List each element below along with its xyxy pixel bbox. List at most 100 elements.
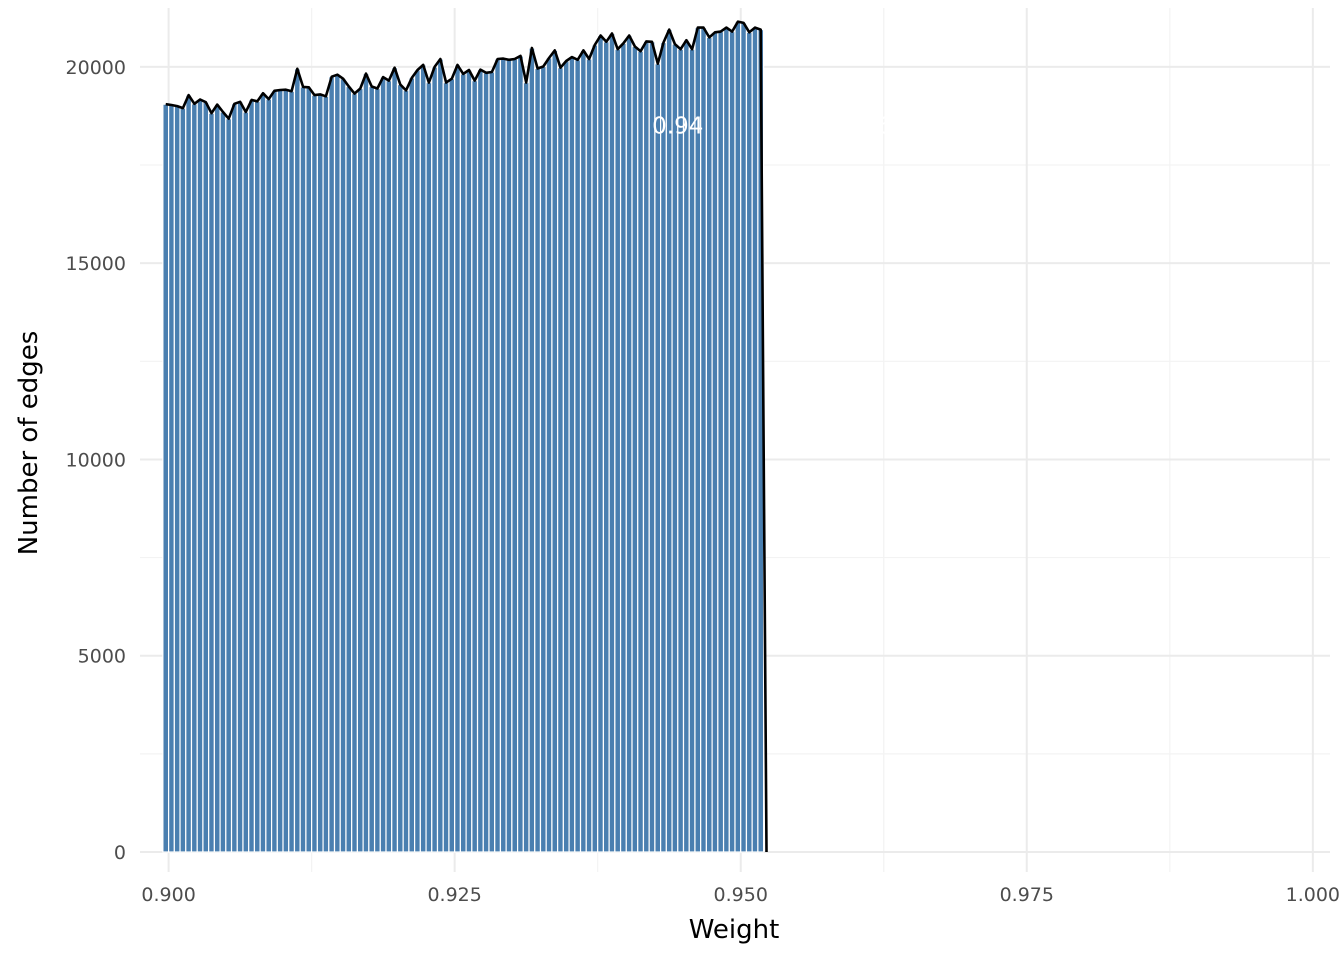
frequency-line	[165, 20, 768, 853]
histogram-bar	[660, 41, 667, 853]
histogram-bar	[259, 92, 267, 853]
histogram-bar	[665, 28, 673, 853]
x-tick-label: 0.925	[427, 884, 481, 906]
histogram-bar	[539, 65, 547, 853]
y-tick-label: 10000	[66, 449, 126, 471]
x-axis-title: Weight	[689, 915, 780, 945]
histogram-bar	[545, 57, 553, 853]
histogram-bar	[694, 27, 702, 853]
histogram-bar	[408, 77, 416, 853]
histogram-bar	[579, 49, 587, 853]
histogram-bar	[288, 90, 296, 853]
y-tick-label: 15000	[66, 253, 126, 275]
histogram-bar	[293, 68, 301, 853]
y-axis-ticks: 0 5000 10000 15000 20000	[66, 57, 126, 864]
histogram-bar	[516, 55, 524, 853]
x-tick-label: 1.000	[1286, 884, 1340, 906]
histogram-bars	[162, 21, 765, 853]
histogram-bar	[682, 39, 690, 853]
x-axis-ticks: 0.900 0.925 0.950 0.975 1.000	[141, 884, 1340, 906]
histogram-bar	[494, 58, 502, 853]
histogram-bar	[402, 89, 410, 853]
histogram-bar	[436, 58, 444, 853]
y-axis-title: Number of edges	[14, 331, 44, 556]
histogram-bar	[654, 63, 662, 853]
histogram-bar	[219, 111, 227, 853]
y-tick-label: 20000	[66, 57, 126, 79]
bar-value-label: 0.96	[841, 114, 892, 140]
histogram-bar	[625, 34, 633, 853]
histogram-bar	[705, 36, 713, 853]
histogram-bar	[728, 30, 736, 853]
histogram-bar	[305, 86, 313, 853]
x-tick-label: 0.900	[141, 884, 195, 906]
histogram-bar	[562, 60, 570, 853]
histogram-bar	[505, 59, 513, 853]
histogram-bar	[322, 95, 330, 853]
histogram-bar	[585, 58, 593, 853]
histogram-bar	[511, 58, 519, 853]
histogram-bar	[333, 74, 341, 853]
histogram-bar	[225, 118, 233, 853]
histogram-bar	[488, 71, 496, 853]
histogram-bar	[345, 85, 353, 853]
histogram-bar	[597, 34, 605, 853]
histogram-bar	[208, 112, 215, 853]
histogram-bar	[311, 94, 318, 853]
histogram-bar	[379, 76, 387, 853]
y-tick-label: 5000	[78, 646, 126, 668]
histogram-bar	[465, 69, 473, 853]
histogram-bar	[316, 93, 324, 853]
histogram-bar	[431, 66, 439, 853]
histogram-bar	[648, 41, 656, 853]
histogram-bar	[442, 81, 450, 853]
histogram-bar	[391, 67, 399, 853]
histogram-bar	[745, 31, 753, 853]
histogram-bar	[202, 101, 210, 853]
histogram-bar	[448, 78, 456, 853]
histogram-bar	[179, 107, 187, 853]
histogram-bar	[339, 78, 347, 853]
histogram-bar	[722, 27, 730, 853]
histogram-bar	[671, 43, 679, 853]
histogram-bar	[528, 47, 536, 853]
histogram-bar	[196, 98, 204, 853]
histogram-bar	[454, 64, 461, 853]
histogram-bar	[230, 103, 238, 853]
histogram-bar	[459, 73, 467, 853]
histogram-bar	[751, 27, 759, 853]
histogram-bar	[476, 69, 484, 853]
data-labels: 0.94 0.96	[652, 114, 892, 140]
histogram-bar	[351, 92, 359, 853]
histogram-bar	[162, 103, 170, 853]
histogram-bar	[356, 87, 364, 853]
histogram-bar	[637, 50, 645, 853]
histogram-bar	[711, 31, 719, 853]
histogram-bar	[185, 94, 193, 853]
histogram-bar	[642, 40, 650, 853]
x-tick-label: 0.950	[714, 884, 768, 906]
histogram-bar	[168, 104, 175, 853]
histogram-bar	[253, 100, 261, 853]
histogram-bar	[557, 67, 564, 853]
histogram-bar	[591, 44, 599, 853]
histogram-bar	[734, 21, 742, 853]
histogram-bar	[740, 22, 748, 853]
histogram-bar	[190, 103, 198, 853]
histogram-bar	[608, 32, 616, 853]
histogram-bar	[396, 83, 404, 853]
x-tick-label: 0.975	[1000, 884, 1054, 906]
histogram-bar	[574, 59, 582, 853]
histogram-bar	[270, 90, 278, 853]
histogram-bar	[602, 41, 610, 853]
histogram-bar	[265, 98, 273, 853]
histogram-bar	[419, 64, 427, 853]
histogram-bar	[173, 105, 181, 853]
histogram-bar	[362, 72, 370, 853]
bar-value-label: 0.94	[652, 114, 703, 140]
histogram-bar	[677, 48, 685, 853]
histogram-bar	[425, 81, 433, 853]
histogram-bar	[551, 49, 559, 853]
histogram-bar	[373, 87, 381, 853]
histogram-bar	[688, 48, 696, 853]
